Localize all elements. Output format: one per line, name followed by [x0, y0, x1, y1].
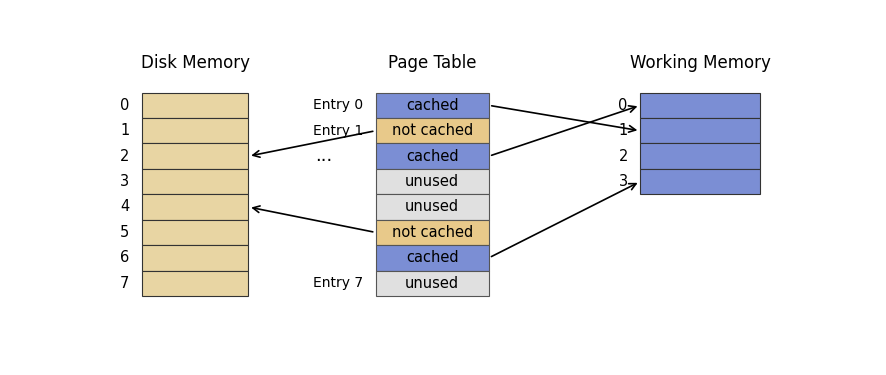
Bar — [375, 220, 488, 245]
Text: 6: 6 — [120, 250, 129, 265]
Text: unused: unused — [405, 200, 459, 214]
Text: 7: 7 — [120, 276, 129, 291]
Text: 1: 1 — [120, 123, 129, 138]
Bar — [375, 93, 488, 118]
Text: not cached: not cached — [392, 123, 472, 138]
Text: Disk Memory: Disk Memory — [140, 54, 249, 72]
Text: Working Memory: Working Memory — [629, 54, 770, 72]
Text: 3: 3 — [120, 174, 129, 189]
Text: Entry 1: Entry 1 — [313, 124, 362, 138]
Bar — [142, 169, 248, 194]
Text: 0: 0 — [120, 98, 129, 113]
Text: Entry 7: Entry 7 — [313, 276, 362, 290]
Bar — [142, 270, 248, 296]
Text: 0: 0 — [618, 98, 627, 113]
Bar — [640, 169, 759, 194]
Text: unused: unused — [405, 276, 459, 291]
Bar — [375, 144, 488, 169]
Text: Entry 0: Entry 0 — [313, 98, 362, 112]
Text: cached: cached — [406, 98, 458, 113]
Bar — [375, 169, 488, 194]
Bar — [142, 220, 248, 245]
Bar — [142, 245, 248, 270]
Text: unused: unused — [405, 174, 459, 189]
Bar — [375, 245, 488, 270]
Bar — [375, 118, 488, 144]
Bar — [640, 93, 759, 118]
Text: Page Table: Page Table — [387, 54, 476, 72]
Text: cached: cached — [406, 148, 458, 164]
Bar — [640, 144, 759, 169]
Text: 3: 3 — [618, 174, 627, 189]
Bar — [142, 93, 248, 118]
Bar — [640, 118, 759, 144]
Text: 2: 2 — [618, 148, 627, 164]
Text: ...: ... — [315, 147, 332, 165]
Text: 2: 2 — [120, 148, 129, 164]
Text: 4: 4 — [120, 200, 129, 214]
Bar — [375, 270, 488, 296]
Bar — [375, 194, 488, 220]
Bar — [142, 118, 248, 144]
Text: cached: cached — [406, 250, 458, 265]
Text: 5: 5 — [120, 225, 129, 240]
Bar — [142, 144, 248, 169]
Text: 1: 1 — [618, 123, 627, 138]
Text: not cached: not cached — [392, 225, 472, 240]
Bar — [142, 194, 248, 220]
